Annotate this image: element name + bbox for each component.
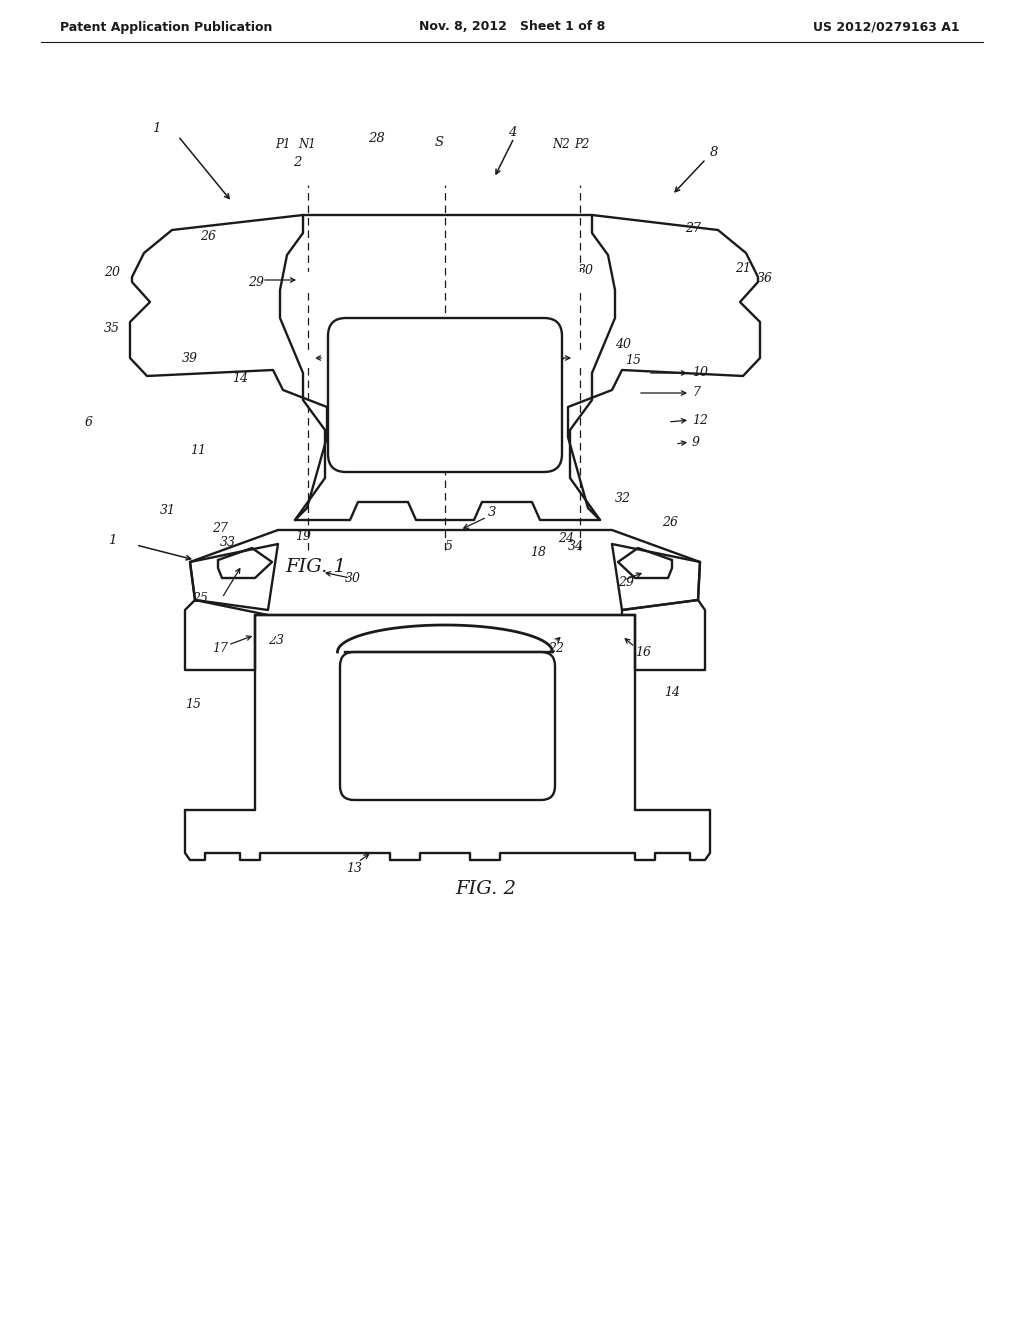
Text: 31: 31	[160, 503, 176, 516]
Text: 2: 2	[293, 156, 301, 169]
Circle shape	[263, 623, 278, 638]
Text: 3: 3	[488, 506, 497, 519]
Text: Patent Application Publication: Patent Application Publication	[60, 21, 272, 33]
Text: 13: 13	[346, 862, 362, 874]
Text: 18: 18	[530, 545, 546, 558]
Text: 26: 26	[662, 516, 678, 528]
Text: 17: 17	[212, 642, 228, 655]
Text: 15: 15	[625, 354, 641, 367]
Text: 30: 30	[345, 572, 361, 585]
Circle shape	[573, 351, 587, 366]
Text: P2: P2	[574, 139, 590, 152]
Text: 19: 19	[295, 529, 311, 543]
Text: N1: N1	[298, 139, 315, 152]
Text: 39: 39	[182, 351, 198, 364]
Text: 15: 15	[185, 698, 201, 711]
Text: 9: 9	[692, 436, 700, 449]
Text: 13: 13	[415, 374, 431, 387]
Text: 40: 40	[615, 338, 631, 351]
Text: 6: 6	[85, 417, 93, 429]
Text: 10: 10	[692, 367, 708, 380]
Text: 28: 28	[368, 132, 385, 144]
Text: 14: 14	[664, 685, 680, 698]
Text: 1: 1	[152, 121, 161, 135]
Circle shape	[573, 273, 587, 286]
Text: 20: 20	[104, 265, 120, 279]
Circle shape	[301, 273, 315, 286]
Text: 37: 37	[366, 723, 382, 737]
Circle shape	[636, 558, 648, 570]
Text: 16: 16	[325, 358, 341, 371]
Text: 29: 29	[618, 576, 634, 589]
Circle shape	[301, 351, 315, 366]
Text: 24: 24	[558, 532, 574, 544]
Text: FIG. 1: FIG. 1	[285, 558, 346, 576]
Text: FIG. 2: FIG. 2	[455, 880, 516, 898]
Text: 7: 7	[692, 387, 700, 400]
FancyBboxPatch shape	[328, 318, 562, 473]
Text: 11: 11	[190, 444, 206, 457]
Text: 5: 5	[445, 540, 453, 553]
Text: 36: 36	[757, 272, 773, 285]
Text: 4: 4	[508, 125, 516, 139]
Text: 21: 21	[735, 261, 751, 275]
Text: 30: 30	[578, 264, 594, 276]
Text: N2: N2	[552, 139, 569, 152]
Text: 35: 35	[104, 322, 120, 334]
Text: 16: 16	[635, 645, 651, 659]
Text: 27: 27	[685, 222, 701, 235]
Text: 29: 29	[248, 276, 264, 289]
Text: 14: 14	[232, 371, 248, 384]
Text: 1: 1	[108, 533, 117, 546]
Text: 12: 12	[692, 413, 708, 426]
Text: 27: 27	[212, 521, 228, 535]
Text: US 2012/0279163 A1: US 2012/0279163 A1	[813, 21, 961, 33]
Text: 8: 8	[710, 145, 719, 158]
Text: 33: 33	[220, 536, 236, 549]
Text: 25: 25	[193, 591, 208, 605]
Text: P1: P1	[275, 139, 291, 152]
Text: 26: 26	[200, 230, 216, 243]
Text: 22: 22	[548, 642, 564, 655]
Text: 34: 34	[568, 540, 584, 553]
Circle shape	[242, 558, 254, 570]
Text: 32: 32	[615, 491, 631, 504]
Text: Nov. 8, 2012   Sheet 1 of 8: Nov. 8, 2012 Sheet 1 of 8	[419, 21, 605, 33]
Circle shape	[613, 623, 627, 638]
Text: 17: 17	[548, 359, 564, 371]
Text: S: S	[435, 136, 444, 149]
Text: 23: 23	[268, 634, 284, 647]
FancyBboxPatch shape	[340, 652, 555, 800]
